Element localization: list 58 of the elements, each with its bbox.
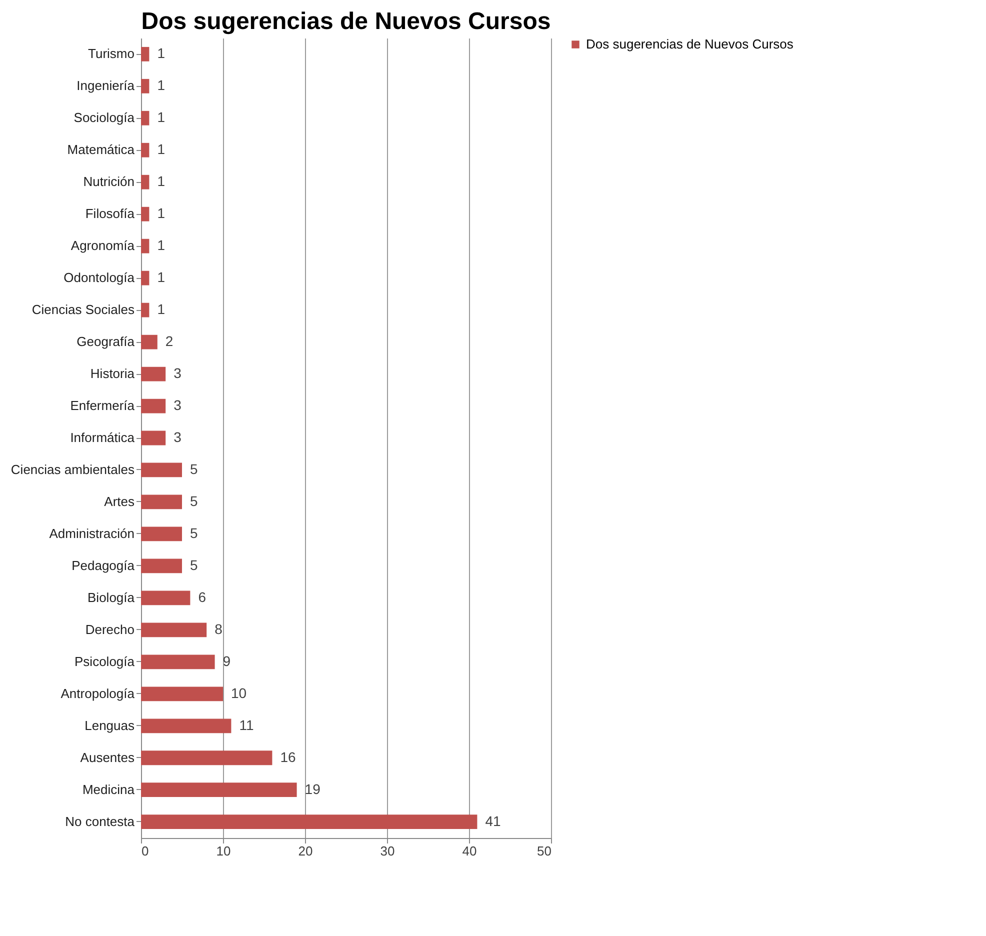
y-tick-label: Biología [88,590,136,605]
y-tick-label: Medicina [82,782,136,797]
y-tick-label: Ciencias Sociales [32,302,135,318]
chart-title: Dos sugerencias de Nuevos Cursos [141,8,551,35]
data-label: 1 [157,173,166,190]
y-tick-label: Historia [90,366,136,382]
data-label: 9 [222,652,231,669]
data-label: 5 [190,524,198,541]
y-tick-label: No contesta [65,814,136,829]
data-label: 1 [157,237,166,254]
y-tick-label: Ciencias ambientales [10,462,135,477]
x-tick-label: 50 [537,844,552,858]
y-tick-label: Matemática [67,142,136,158]
data-label: 19 [304,780,321,797]
y-tick-label: Filosofía [85,206,136,222]
y-tick-label: Derecho [85,622,134,637]
data-label: 1 [157,269,166,286]
data-label: 2 [165,333,174,350]
y-tick-label: Turismo [88,46,134,62]
data-label: 5 [190,492,198,509]
x-tick-label: 10 [216,844,231,858]
x-tick-label: 30 [380,844,395,858]
y-tick-label: Ausentes [80,750,135,765]
y-tick-label: Geografía [76,334,136,350]
data-label: 3 [174,429,182,445]
data-label: 16 [280,748,296,765]
y-tick-label: Agronomía [70,238,136,254]
y-tick-label: Enfermería [70,398,136,414]
data-label: 1 [157,77,166,94]
data-label: 11 [239,716,254,733]
data-label: 5 [190,460,198,477]
x-tick-label: 0 [142,844,149,858]
data-label: 41 [485,812,501,829]
data-label: 1 [157,141,166,158]
data-label: 1 [157,45,166,62]
y-tick-label: Odontología [64,270,136,286]
y-tick-label: Lenguas [84,718,135,733]
data-label: 3 [174,365,182,382]
y-tick-label: Pedagogía [72,558,136,573]
y-tick-label: Informática [70,430,136,445]
y-tick-label: Psicología [74,654,136,669]
y-tick-label: Artes [104,494,135,509]
data-label: 8 [214,620,223,637]
y-tick-label: Antropología [60,686,136,701]
y-tick-label: Nutrición [83,174,134,190]
data-label: 1 [157,301,166,318]
x-tick-label: 20 [298,844,313,858]
y-tick-label: Administración [49,526,134,541]
data-label: 5 [190,556,198,573]
data-label: 1 [157,109,166,126]
data-label: 6 [198,588,206,605]
x-tick-label: 40 [462,844,477,858]
legend-label: Dos sugerencias de Nuevos Cursos [586,36,794,52]
data-label: 10 [231,684,247,701]
y-tick-label: Sociología [74,110,136,126]
y-tick-label: Ingeniería [76,78,136,94]
data-label: 1 [157,205,166,222]
data-label: 3 [174,397,182,414]
